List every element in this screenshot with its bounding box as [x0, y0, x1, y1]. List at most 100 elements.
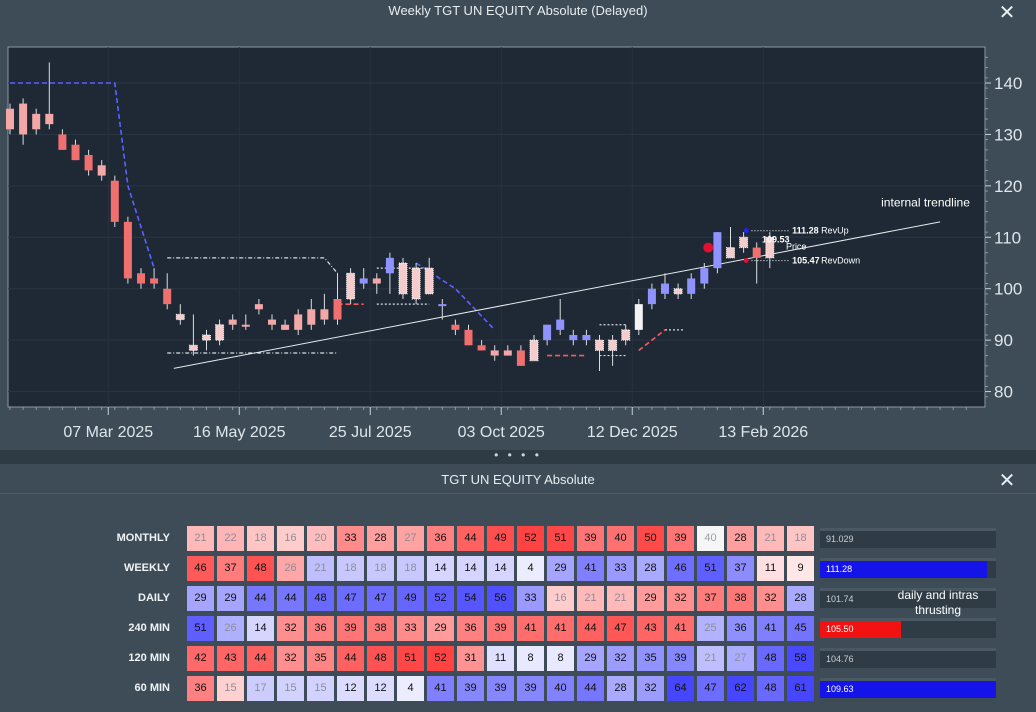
matrix-cell: 40 — [607, 526, 634, 551]
annotation-label: RevUp — [821, 226, 849, 236]
matrix-cell: 44 — [337, 646, 364, 671]
matrix-cell: 36 — [427, 526, 454, 551]
candlestick-chart[interactable]: 80 90 100 110 120 130 140 07 Mar 2025 16 May 20… — [0, 26, 1036, 450]
matrix-cell: 38 — [727, 586, 754, 611]
readout-bar-fill — [820, 621, 901, 638]
readout-bar-fill — [820, 681, 996, 698]
candle-body — [411, 267, 421, 300]
lower-band-line — [638, 329, 666, 352]
matrix-cell: 15 — [277, 676, 304, 701]
x-tick-label: 16 May 2025 — [193, 424, 286, 441]
matrix-cell: 32 — [667, 586, 694, 611]
chart-window: Weekly TGT UN EQUITY Absolute (Delayed) … — [0, 2, 1036, 450]
matrix-cell: 51 — [697, 556, 724, 581]
candle-body — [661, 283, 669, 294]
matrix-cell: 52 — [427, 646, 454, 671]
candle-body — [582, 335, 591, 341]
pane-splitter[interactable]: • • • • — [0, 449, 1036, 464]
matrix-cell: 17 — [247, 676, 274, 701]
matrix-cell: 44 — [247, 586, 274, 611]
matrix-cell: 11 — [487, 646, 514, 671]
candle-body — [45, 113, 54, 125]
matrix-cell: 8 — [547, 646, 574, 671]
candle-body — [228, 319, 237, 325]
matrix-cell: 18 — [337, 556, 364, 581]
readout-value: 111.28 — [826, 564, 853, 574]
candle-body — [202, 334, 211, 341]
readout-bar: 91.029 — [820, 528, 996, 548]
matrix-cell: 22 — [217, 526, 244, 551]
matrix-cell: 58 — [787, 646, 814, 671]
y-axis: 80 90 100 110 120 130 140 — [985, 56, 1022, 402]
candle-body — [241, 324, 250, 327]
matrix-cell: 41 — [517, 616, 544, 641]
readout-value: 109.63 — [826, 684, 854, 694]
candle-body — [529, 339, 539, 362]
matrix-cell: 47 — [607, 616, 634, 641]
matrix-cell: 26 — [217, 616, 244, 641]
matrix-cell: 44 — [577, 616, 604, 641]
candle-body — [608, 339, 618, 351]
matrix-cell: 46 — [667, 556, 694, 581]
candle-body — [215, 324, 225, 341]
trendline-label: internal trendline — [881, 195, 970, 209]
matrix-cell: 45 — [787, 616, 814, 641]
matrix-cell: 21 — [697, 646, 724, 671]
candle-body — [621, 329, 631, 341]
matrix-cell: 18 — [787, 526, 814, 551]
matrix-cell: 14 — [487, 556, 514, 581]
matrix-close-icon[interactable]: ✕ — [998, 470, 1016, 492]
annotation-value: 111.28 — [792, 226, 819, 236]
x-tick-label: 12 Dec 2025 — [587, 424, 678, 441]
candle-body — [451, 324, 460, 330]
y-tick-label: 110 — [994, 228, 1021, 247]
candle-body — [19, 103, 28, 135]
matrix-cell: 44 — [277, 586, 304, 611]
candle-body — [634, 304, 643, 330]
candle-body — [254, 304, 263, 310]
y-tick-label: 120 — [994, 177, 1022, 196]
x-tick-label: 13 Feb 2026 — [718, 424, 808, 441]
price-marker — [703, 242, 714, 253]
matrix-cell: 14 — [247, 616, 274, 641]
readout-bar-fill — [820, 561, 987, 578]
chart-close-icon[interactable]: ✕ — [998, 2, 1016, 24]
matrix-cell: 47 — [337, 586, 364, 611]
matrix-cell: 18 — [367, 556, 394, 581]
readout-bar: 109.63 — [820, 678, 996, 698]
matrix-cell: 31 — [457, 646, 484, 671]
candle-body — [268, 319, 276, 325]
candle-body — [424, 267, 434, 295]
matrix-cell: 38 — [367, 616, 394, 641]
matrix-row-label: 240 MIN — [128, 622, 170, 634]
candle-body — [188, 344, 198, 351]
matrix-cell: 51 — [397, 646, 424, 671]
revup-marker — [743, 228, 749, 234]
candle-body — [123, 221, 132, 279]
candle-body — [490, 350, 499, 356]
matrix-cell: 39 — [667, 646, 694, 671]
candle-body — [150, 278, 159, 284]
readout-bar: 101.74 — [820, 588, 996, 608]
candle-body — [372, 278, 381, 284]
candle-body — [765, 236, 775, 259]
matrix-cell: 26 — [277, 556, 304, 581]
matrix-cell: 40 — [697, 526, 724, 551]
matrix-cell: 64 — [667, 676, 694, 701]
matrix-cell: 36 — [307, 616, 334, 641]
matrix-cell: 21 — [577, 586, 604, 611]
matrix-cell: 44 — [577, 676, 604, 701]
matrix-cell: 28 — [787, 586, 814, 611]
matrix-cell: 39 — [487, 676, 514, 701]
matrix-cell: 41 — [667, 616, 694, 641]
matrix-cell: 48 — [247, 556, 274, 581]
matrix-cell: 18 — [397, 556, 424, 581]
matrix-cell: 47 — [367, 586, 394, 611]
candle-body — [137, 273, 145, 284]
candle-body — [32, 113, 41, 130]
matrix-cell: 41 — [757, 616, 784, 641]
matrix-cell: 20 — [307, 526, 334, 551]
matrix-cell: 39 — [487, 616, 514, 641]
candle-body — [516, 350, 525, 366]
